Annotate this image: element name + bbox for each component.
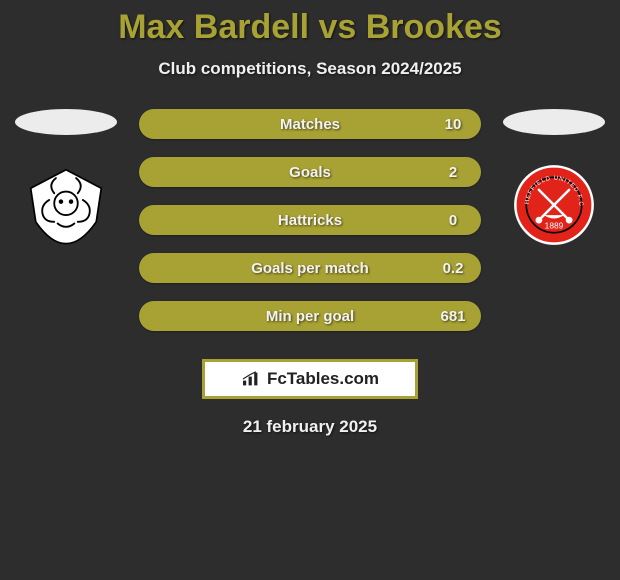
stat-right-value: 10 bbox=[425, 116, 481, 133]
ram-icon bbox=[24, 163, 108, 247]
stat-label: Hattricks bbox=[195, 212, 425, 229]
stats-column: Matches 10 Goals 2 Hattricks 0 Goals per… bbox=[139, 109, 481, 331]
stat-row-goals: Goals 2 bbox=[139, 157, 481, 187]
stat-row-min-per-goal: Min per goal 681 bbox=[139, 301, 481, 331]
logo-text: FcTables.com bbox=[267, 369, 379, 389]
stat-label: Goals bbox=[195, 164, 425, 181]
club-crest-left bbox=[24, 163, 108, 247]
content-row: Matches 10 Goals 2 Hattricks 0 Goals per… bbox=[0, 109, 620, 331]
fctables-logo[interactable]: FcTables.com bbox=[202, 359, 418, 399]
right-player-column: 1889 SHEFFIELD UNITED F.C. bbox=[499, 109, 609, 247]
player-photo-placeholder-left bbox=[15, 109, 117, 135]
comparison-card: Max Bardell vs Brookes Club competitions… bbox=[0, 0, 620, 437]
stat-label: Matches bbox=[195, 116, 425, 133]
stat-label: Goals per match bbox=[195, 260, 425, 277]
stat-label: Min per goal bbox=[195, 308, 425, 325]
crest-year: 1889 bbox=[545, 221, 564, 231]
stat-right-value: 0 bbox=[425, 212, 481, 229]
stat-row-matches: Matches 10 bbox=[139, 109, 481, 139]
stat-right-value: 2 bbox=[425, 164, 481, 181]
bar-chart-icon bbox=[241, 371, 261, 387]
stat-row-goals-per-match: Goals per match 0.2 bbox=[139, 253, 481, 283]
stat-right-value: 0.2 bbox=[425, 260, 481, 277]
club-crest-right: 1889 SHEFFIELD UNITED F.C. bbox=[512, 163, 596, 247]
player-photo-placeholder-right bbox=[503, 109, 605, 135]
date-line: 21 february 2025 bbox=[0, 417, 620, 437]
left-player-column bbox=[11, 109, 121, 247]
stat-right-value: 681 bbox=[425, 308, 481, 325]
page-title: Max Bardell vs Brookes bbox=[0, 8, 620, 47]
stat-row-hattricks: Hattricks 0 bbox=[139, 205, 481, 235]
blades-icon: 1889 SHEFFIELD UNITED F.C. bbox=[512, 163, 596, 247]
subtitle: Club competitions, Season 2024/2025 bbox=[0, 59, 620, 79]
